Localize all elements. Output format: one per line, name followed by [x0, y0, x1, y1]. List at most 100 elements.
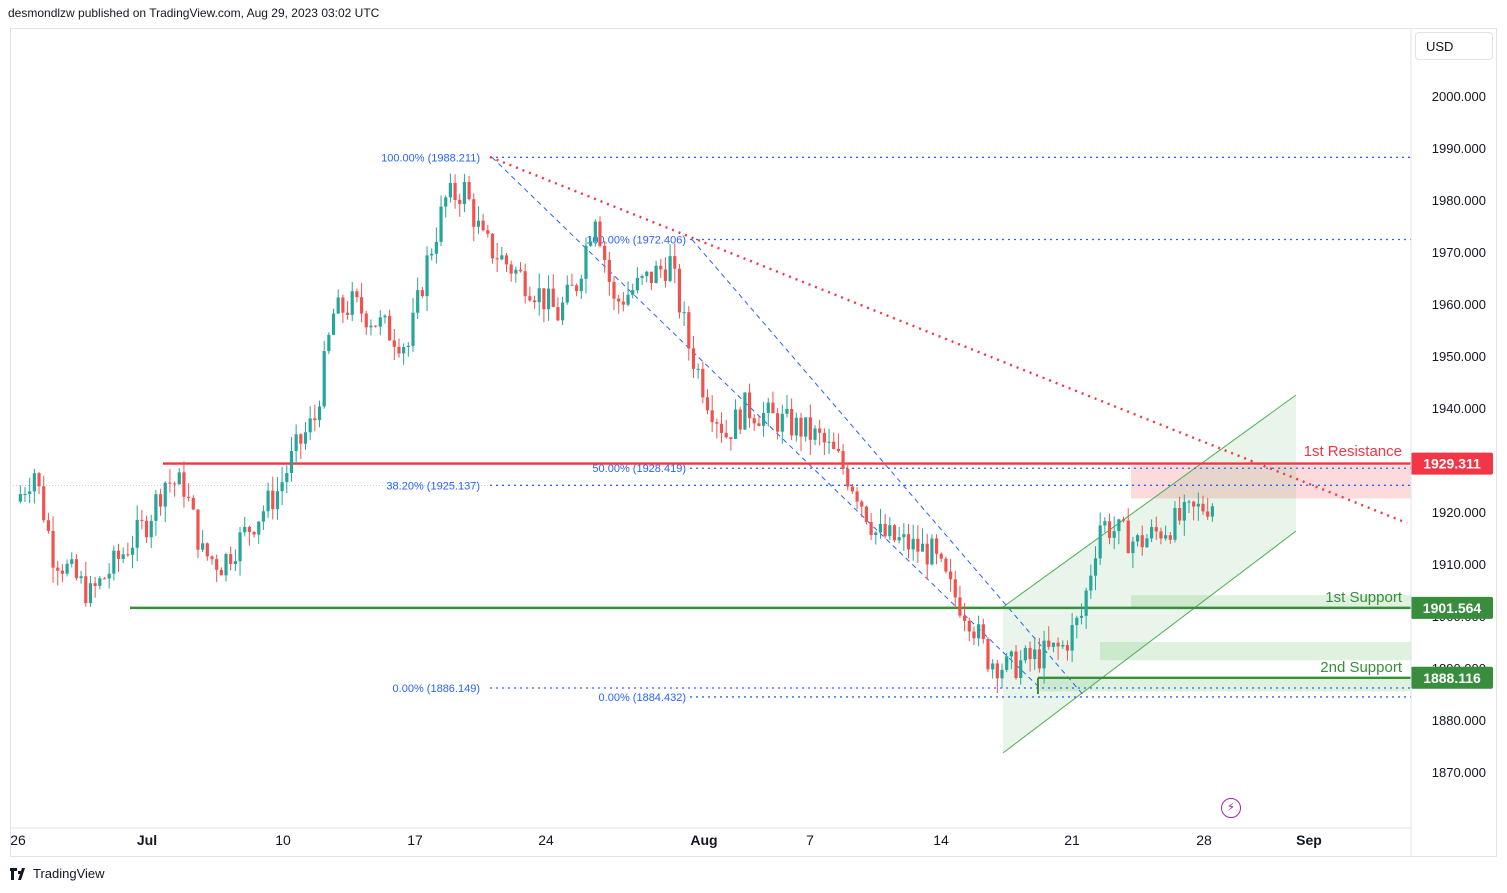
candle-up	[565, 284, 569, 303]
support-1-label: 1st Support	[1325, 589, 1403, 606]
candle-down	[710, 410, 714, 423]
candle-up	[785, 408, 789, 414]
candle-up	[327, 334, 331, 352]
candle-down	[598, 221, 602, 246]
candle-down	[74, 559, 79, 579]
ascending-channel	[1002, 394, 1297, 754]
candle-down	[247, 526, 251, 532]
candle-up	[766, 402, 770, 413]
candle-up	[1042, 640, 1046, 669]
candle-down	[1028, 647, 1032, 660]
price-tag-label: 1929.311	[1423, 456, 1481, 472]
candle-up	[243, 526, 247, 533]
candle-up	[322, 351, 326, 407]
candle-up	[780, 413, 784, 432]
candle-down	[906, 534, 911, 550]
channel-lower-line	[1002, 530, 1297, 754]
candle-up	[654, 265, 658, 284]
candle-down	[37, 473, 41, 487]
x-tick-label: Jul	[137, 832, 157, 848]
y-tick-label: 1950.000	[1432, 349, 1486, 364]
candle-down	[687, 312, 691, 349]
candle-up	[696, 368, 700, 370]
candle-up	[317, 406, 322, 421]
candle-up	[425, 255, 429, 297]
candle-up	[579, 278, 583, 292]
candle-up	[1079, 615, 1084, 618]
candle-up	[1112, 531, 1116, 538]
tradingview-brand[interactable]: TradingView	[10, 866, 105, 881]
candle-down	[364, 313, 368, 328]
candle-up	[233, 561, 237, 565]
candle-up	[308, 418, 312, 433]
candle-up	[201, 543, 205, 550]
candle-down	[869, 522, 873, 536]
candle-up	[1070, 625, 1074, 651]
candle-down	[1037, 649, 1042, 669]
candle-down	[458, 199, 462, 204]
candle-down	[126, 554, 130, 556]
candle-down	[850, 486, 855, 492]
candle-up	[70, 559, 74, 564]
candle-up	[266, 490, 270, 512]
candle-down	[509, 264, 513, 274]
candle-down	[776, 413, 780, 432]
price-axis: 2000.000 1990.000 1980.000 1970.000 1960.000…	[1410, 28, 1493, 857]
candle-up	[79, 576, 83, 579]
y-tick-label: 1910.000	[1432, 557, 1486, 572]
support-zone-2	[1100, 642, 1411, 661]
candle-down	[729, 437, 733, 439]
candle-down	[948, 571, 953, 580]
candle-up	[1023, 647, 1027, 661]
candle-down	[958, 597, 962, 616]
candle-down	[701, 368, 705, 398]
candle-down	[504, 255, 509, 265]
y-tick-label: 1870.000	[1432, 765, 1486, 780]
candle-down	[523, 271, 527, 297]
candle-up	[154, 494, 158, 521]
candle-down	[252, 531, 256, 535]
candle-up	[406, 345, 410, 347]
candle-down	[846, 468, 850, 487]
candle-up	[1196, 503, 1200, 507]
candlesticks	[18, 173, 1214, 694]
candle-down	[621, 301, 625, 305]
candle-up	[1000, 669, 1004, 679]
candle-down	[486, 230, 490, 234]
y-tick-label: 1880.000	[1432, 713, 1486, 728]
candle-up	[238, 532, 242, 562]
candle-up	[682, 312, 686, 314]
candle-up	[1135, 535, 1140, 542]
candle-up	[285, 473, 289, 483]
candle-down	[42, 486, 46, 521]
candle-down	[883, 523, 887, 537]
candle-up	[878, 523, 883, 533]
candle-down	[659, 265, 663, 270]
candle-down	[691, 348, 696, 369]
candle-down	[374, 325, 378, 327]
candle-down	[925, 543, 929, 565]
candle-down	[607, 259, 611, 282]
candle-down	[1178, 508, 1182, 521]
candle-up	[163, 482, 167, 507]
lightning-icon[interactable]: ⚡	[1221, 798, 1241, 818]
candle-up	[1210, 506, 1214, 517]
candle-down	[495, 258, 499, 260]
candle-up	[289, 451, 294, 474]
candle-up	[546, 288, 551, 310]
candle-up	[331, 313, 336, 335]
candle-up	[1182, 501, 1186, 521]
currency-button[interactable]: USD	[1415, 32, 1493, 60]
candle-down	[832, 441, 836, 449]
candle-up	[626, 294, 630, 305]
candle-down	[1154, 527, 1158, 532]
attribution-text: desmondlzw published on TradingView.com,…	[8, 6, 380, 20]
candle-up	[135, 519, 139, 548]
candle-down	[172, 483, 177, 485]
candle-up	[476, 220, 481, 227]
candle-up	[121, 554, 125, 559]
candle-down	[799, 417, 803, 437]
candle-up	[430, 253, 434, 256]
candle-down	[518, 269, 523, 272]
